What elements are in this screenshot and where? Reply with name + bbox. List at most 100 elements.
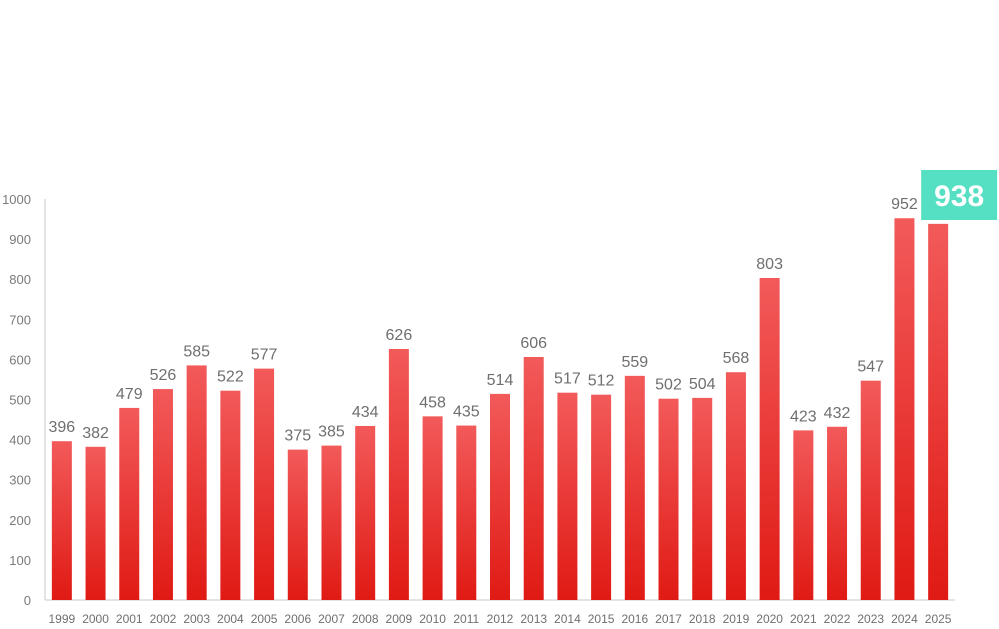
value-labels: 396 382 479 526 585 522 577 375 385 434 626 458 435 5…: [49, 196, 918, 444]
x-tick-label: 2014: [554, 612, 581, 624]
bar: [624, 375, 645, 600]
y-tick-label: 200: [9, 513, 31, 528]
x-tick-label: 2019: [723, 612, 750, 624]
x-tick-label: 2007: [318, 612, 345, 624]
bar: [793, 430, 814, 600]
bar: [220, 390, 241, 600]
highlight-badge: 938: [921, 170, 998, 220]
y-tick-label: 500: [9, 393, 31, 408]
bar: [85, 446, 106, 600]
bar: [894, 218, 915, 601]
x-tick-label: 2023: [857, 612, 884, 624]
bar: [523, 356, 544, 600]
x-tick-label: 2009: [386, 612, 413, 624]
x-tick-label: 2020: [756, 612, 783, 624]
bar: [119, 407, 140, 600]
x-tick-label: 2021: [790, 612, 817, 624]
bar-value-label: 504: [689, 376, 716, 393]
bar-value-label: 626: [386, 327, 413, 344]
bar-value-label: 423: [790, 408, 817, 425]
bar-value-label: 435: [453, 404, 480, 421]
bar: [692, 397, 713, 600]
x-tick-label: 2016: [621, 612, 648, 624]
bar-value-label: 585: [183, 343, 210, 360]
y-tick-label: 1000: [2, 192, 31, 207]
bar-value-label: 479: [116, 386, 143, 403]
bar: [759, 277, 780, 600]
y-tick-label: 100: [9, 553, 31, 568]
bar-value-label: 385: [318, 424, 345, 441]
bar-value-label: 522: [217, 369, 244, 386]
bar-series: [51, 218, 949, 601]
y-tick-label: 400: [9, 433, 31, 448]
bar-value-label: 375: [284, 428, 311, 445]
y-tick-label: 600: [9, 352, 31, 367]
bar-value-label: 803: [756, 256, 783, 273]
bar: [591, 394, 612, 600]
bar-value-label: 458: [419, 394, 446, 411]
y-axis-ticks: 0 100 200 300 400 500 600 700 800 900 1000: [2, 192, 31, 608]
bar-value-label: 952: [891, 196, 918, 213]
x-tick-label: 2010: [419, 612, 446, 624]
x-tick-label: 2024: [891, 612, 918, 624]
bar-value-label: 434: [352, 404, 379, 421]
bar-value-label: 502: [655, 377, 682, 394]
x-tick-label: 2001: [116, 612, 143, 624]
bar: [254, 368, 275, 600]
x-tick-label: 2000: [82, 612, 109, 624]
bar-value-label: 514: [487, 372, 514, 389]
x-tick-label: 2008: [352, 612, 379, 624]
bar-value-label: 577: [251, 347, 278, 364]
bar-value-label: 512: [588, 373, 615, 390]
bar-value-label: 396: [49, 419, 76, 436]
x-tick-label: 2017: [655, 612, 682, 624]
x-tick-label: 2005: [251, 612, 278, 624]
bar: [355, 425, 376, 600]
highlight-badge-bg: [921, 170, 998, 220]
bar: [321, 445, 342, 600]
bar: [152, 389, 173, 600]
bar: [557, 392, 578, 600]
x-tick-label: 2011: [453, 612, 479, 624]
bar: [422, 416, 443, 600]
bar: [388, 348, 409, 600]
y-tick-label: 0: [24, 593, 31, 608]
bar-value-label: 517: [554, 371, 581, 388]
y-tick-label: 300: [9, 473, 31, 488]
bar: [827, 426, 848, 600]
bar-value-label: 568: [723, 350, 750, 367]
y-tick-label: 900: [9, 232, 31, 247]
bar-value-label: 432: [824, 405, 851, 422]
x-tick-label: 2006: [284, 612, 311, 624]
x-tick-label: 2002: [150, 612, 177, 624]
highlight-value-label: 938: [934, 180, 984, 213]
bar-value-label: 547: [857, 359, 884, 376]
x-tick-label: 2022: [824, 612, 851, 624]
bar: [287, 449, 308, 600]
bar: [928, 223, 949, 600]
bar: [186, 365, 207, 600]
x-tick-label: 2025: [925, 612, 952, 624]
x-tick-label: 2015: [588, 612, 615, 624]
y-tick-label: 800: [9, 272, 31, 287]
bar-value-label: 382: [82, 425, 109, 442]
x-axis-labels: 1999 2000 2001 2002 2003 2004 2005 2006 2007 2008…: [49, 612, 952, 626]
bar: [51, 441, 72, 600]
bar: [456, 425, 477, 600]
x-tick-label: 2012: [487, 612, 514, 624]
x-tick-label: 2003: [183, 612, 210, 624]
bar: [725, 372, 746, 600]
x-tick-label: 2004: [217, 612, 244, 624]
bar-value-label: 606: [520, 335, 547, 352]
x-tick-label: 2013: [520, 612, 547, 624]
bar: [490, 393, 510, 600]
bar: [658, 398, 679, 600]
bar-value-label: 559: [621, 354, 648, 371]
y-tick-label: 700: [9, 312, 31, 327]
bar-value-label: 526: [150, 367, 177, 384]
x-tick-label: 1999: [49, 612, 76, 624]
x-tick-label: 2018: [689, 612, 716, 624]
bar: [860, 380, 881, 600]
